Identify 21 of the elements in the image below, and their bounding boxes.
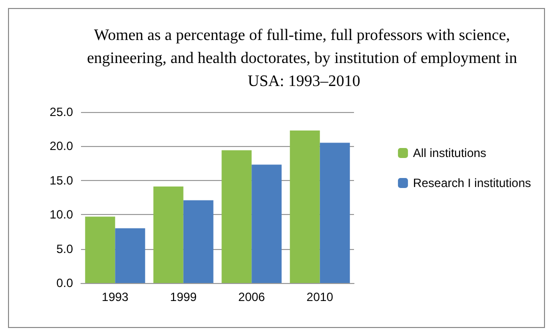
y-tick-label: 20.0 [50,139,74,154]
legend-label: Research I institutions [412,176,532,190]
y-tick-label: 10.0 [50,208,74,222]
x-tick-label: 2006 [238,290,266,304]
bar [153,186,184,283]
bar [290,130,320,283]
y-tick-label: 0.0 [56,276,74,290]
y-tick-label: 15.0 [50,173,74,188]
bar [183,200,214,283]
y-tick-label: 25.0 [50,105,74,119]
chart-title: Women as a percentage of full-time, full professors with science, engineering, and health doctorates, by institution of employment in USA: 1993–2010 [86,27,522,90]
bar [85,216,116,283]
y-tick-label: 5.0 [56,242,74,256]
x-tick-label: 2010 [306,290,334,304]
x-tick-label: 1999 [170,290,198,304]
bar [320,142,350,283]
legend-label: All institutions [412,146,486,160]
x-tick-label: 1993 [102,290,129,304]
bar [115,228,146,283]
bar [222,150,252,283]
bar [252,164,282,283]
